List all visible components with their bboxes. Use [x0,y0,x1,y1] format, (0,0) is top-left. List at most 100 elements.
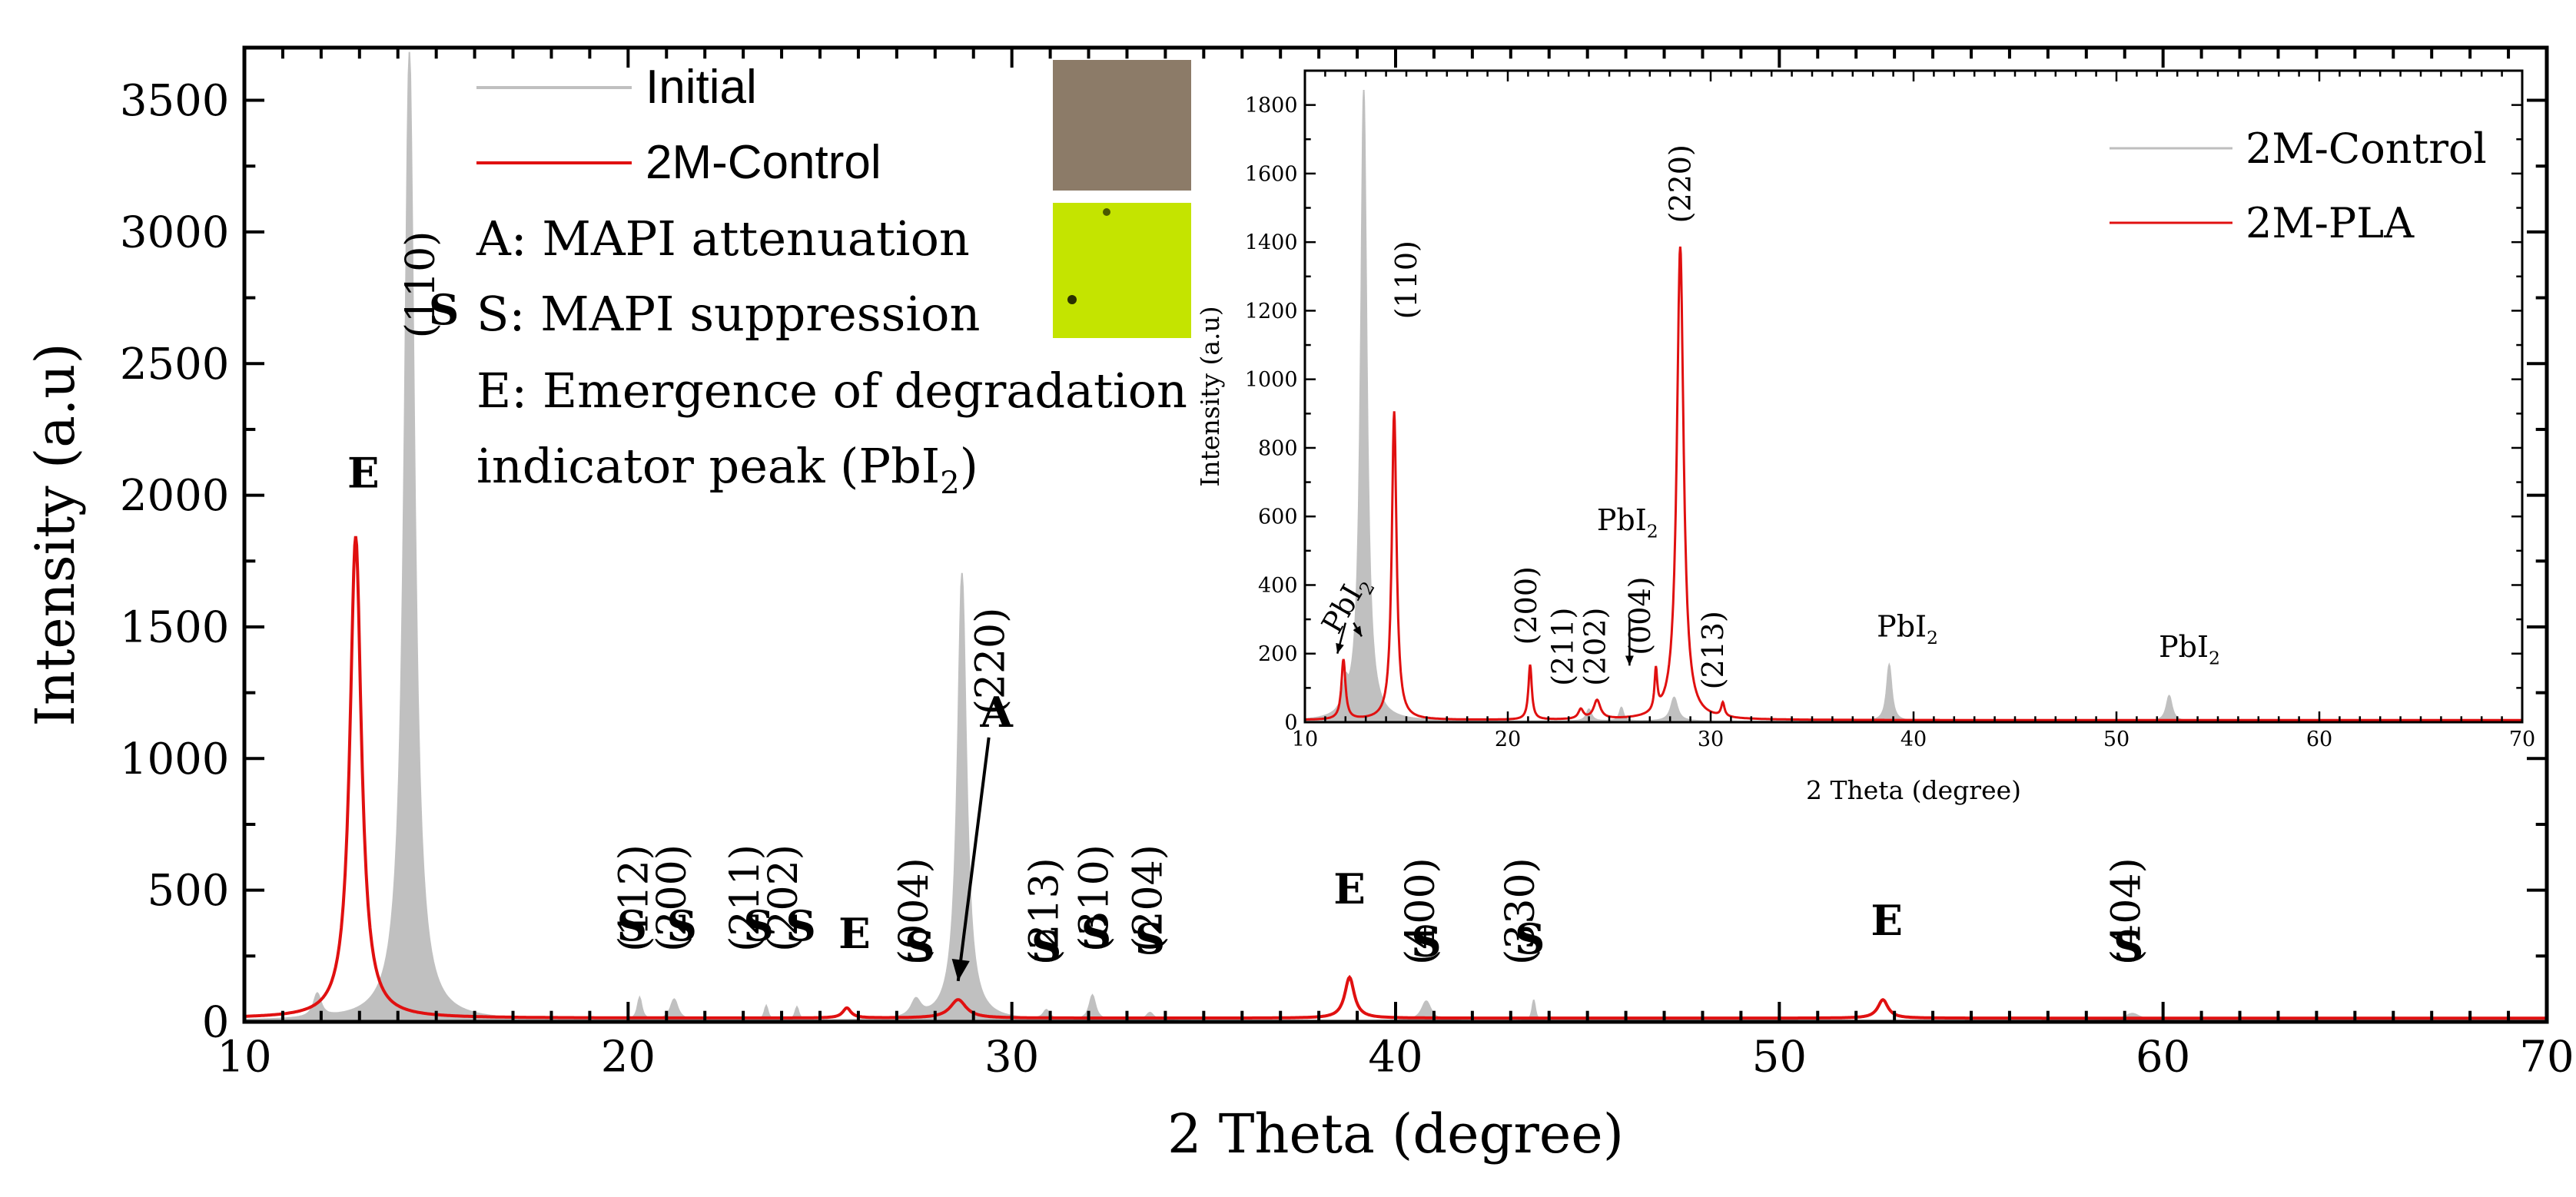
x-tick-label: 10 [217,1032,271,1082]
plane-label: (004) [1623,577,1657,655]
film-spot [1067,295,1077,304]
legend-control-label: 2M-Control [646,136,881,189]
plane-label: (110) [398,231,444,339]
note-emergence-2-sub: 2 [940,466,959,501]
pbi2-label: PbI2 [1597,503,1658,542]
y-axis-label: Intensity (a.u) [24,343,87,726]
main-legend: Initial 2M-Control A: MAPI attenuation S… [476,61,1187,501]
y-tick-label: 400 [1258,574,1298,598]
plane-label: (404) [2104,857,2150,965]
plane-label: (204) [1125,844,1171,952]
plane-label: (200) [649,844,695,952]
annotation-arrowhead [951,959,970,981]
annotation-arrowhead [1625,655,1634,666]
marker-label: S [1081,909,1111,958]
note-emergence-2-main: indicator peak (PbI [476,438,940,494]
annotation-arrowhead [1336,642,1344,654]
y-tick-label: 3500 [120,76,230,126]
legend-initial-label: Initial [646,61,757,114]
x-tick-label: 40 [1900,728,1927,751]
plane-label: (211) [1545,608,1579,686]
y-tick-label: 2000 [120,471,230,521]
plane-label: (220) [968,608,1014,715]
y-tick-label: 600 [1258,506,1298,529]
main-chart: 10 20 30 40 50 60 7005001000150020002500300035… [24,45,2574,1166]
x-axis-label: 2 Theta (degree) [1806,775,2021,805]
plane-label: (211) [722,844,768,952]
marker-label: E [1871,896,1903,945]
note-emergence-2-end: ) [960,438,978,494]
y-tick-label: 1800 [1245,94,1298,118]
pbi2-label: PbI2 [1877,609,1938,648]
annotation-arrowhead [1353,625,1362,637]
plane-label: (330) [1498,857,1544,965]
x-tick-label: 50 [1752,1032,1807,1082]
x-tick-label: 60 [2136,1032,2190,1082]
plane-label: (213) [1696,611,1730,689]
x-tick-label: 10 [1292,728,1318,751]
y-tick-label: 0 [202,998,230,1048]
plane-label: (400) [1398,857,1444,965]
pbi2-label: PbI2 [2159,630,2220,669]
initial-film-photo [1053,60,1191,191]
y-tick-label: 1000 [120,734,230,784]
film-spot [1103,208,1110,216]
series-2m-control-line [244,536,2547,1020]
y-tick-label: 3000 [120,207,230,257]
y-tick-label: 1000 [1245,368,1298,392]
marker-label: S [1515,914,1545,963]
annotation-arrow [956,737,991,982]
inset-legend: 2M-Control 2M-PLA [2110,124,2487,247]
x-tick-label: 70 [2519,1032,2574,1082]
note-attenuation: A: MAPI attenuation [476,211,970,267]
control-film-photo [1053,203,1191,338]
y-tick-label: 0 [1284,711,1297,734]
marker-label: E [1333,864,1366,914]
marker-label: S [1135,914,1165,963]
inset-legend-control-label: 2M-Control [2246,124,2487,173]
marker-label: E [838,909,871,958]
marker-label: S [429,285,459,334]
plane-label: (202) [761,844,807,952]
x-tick-label: 40 [1368,1032,1422,1082]
x-tick-label: 50 [2103,728,2130,751]
y-tick-label: 1500 [120,603,230,653]
marker-label: S [2113,922,2143,971]
plane-label: (220) [1664,144,1698,223]
marker-label: E [347,448,380,497]
marker-label: S [905,922,934,971]
y-tick-label: 1600 [1245,162,1298,186]
marker-label: A [980,688,1014,737]
series-2m-pla-line [1305,246,2522,721]
plane-label: (110) [1389,240,1423,319]
plane-label: (004) [891,857,938,965]
y-axis-label: Intensity (a.u) [1195,306,1225,486]
marker-label: S [1411,917,1441,966]
marker-label: S [743,901,773,950]
x-tick-label: 30 [1698,728,1724,751]
inset-legend-pla-label: 2M-PLA [2246,199,2415,247]
note-suppression: S: MAPI suppression [476,286,980,342]
note-emergence-2: indicator peak (PbI2) [476,438,978,501]
plane-label: (213) [1022,857,1068,965]
marker-label: S [1031,922,1061,971]
x-tick-label: 70 [2509,728,2535,751]
plane-label: (202) [1578,608,1612,686]
x-tick-label: 20 [1495,728,1521,751]
y-tick-label: 2500 [120,340,230,390]
y-tick-label: 500 [148,866,230,916]
inset-chart: 10 20 30 40 50 60 70 0 200 400 600 800 1000 1200 1400 1… [1195,69,2535,805]
plane-label: (310) [1072,844,1118,952]
marker-label: S [617,901,647,950]
x-tick-label: 60 [2306,728,2332,751]
x-tick-label: 20 [601,1032,656,1082]
y-tick-label: 200 [1258,642,1298,666]
y-tick-label: 1200 [1245,300,1298,323]
marker-label: S [667,901,697,950]
note-emergence-1: E: Emergence of degradation [476,363,1187,419]
y-tick-label: 800 [1258,436,1298,460]
marker-label: S [785,901,815,950]
y-tick-label: 1400 [1245,231,1298,255]
plane-label: (200) [1509,566,1543,645]
